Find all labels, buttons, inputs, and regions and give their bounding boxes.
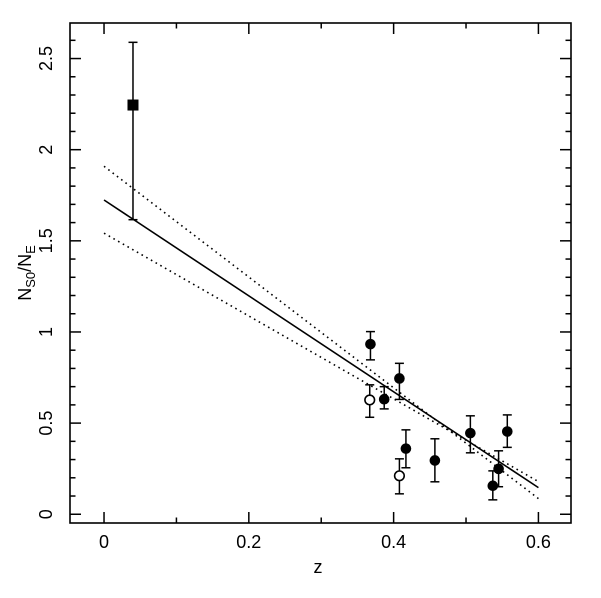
data-point-filled-circle [493, 463, 504, 475]
data-point-open-circle [364, 394, 376, 406]
y-axis-label-part: N [15, 288, 35, 301]
y-axis-label-subscript: E [23, 245, 38, 254]
data-point-filled-circle [378, 393, 390, 405]
data-point-filled-circle [394, 373, 405, 384]
y-tick-label: 2.5 [36, 46, 56, 71]
data-point-open-circle [393, 470, 406, 482]
data-point-filled-circle [429, 455, 441, 466]
upper-intercept-uncertainty-line [103, 165, 539, 500]
best-fit-line [103, 199, 539, 489]
y-axis-label-subscript: S0 [23, 272, 38, 288]
data-point-filled-circle [400, 443, 412, 454]
y-tick-label: 2 [36, 145, 56, 155]
x-tick-label: 0 [99, 532, 109, 552]
data-point-square [127, 99, 139, 111]
data-point-filled-circle [487, 480, 499, 492]
data-point-filled-circle [501, 426, 513, 437]
y-tick-label: 1.5 [36, 228, 56, 253]
x-tick-label: 0.2 [236, 532, 261, 552]
y-tick-label: 0 [36, 509, 56, 519]
y-axis-label: NS0/NE [15, 245, 38, 301]
y-axis-label-part: /N [15, 254, 35, 272]
x-axis-label: z [314, 557, 323, 577]
plot-area: 0 0.2 0.4 0.6 0 0.5 1 1.5 2 2.5 [36, 22, 572, 552]
y-tick-label: 1 [36, 327, 56, 337]
x-tick-label: 0.4 [381, 532, 406, 552]
x-tick-label: 0.6 [526, 532, 551, 552]
data-point-filled-circle [365, 338, 376, 350]
plot-frame [69, 22, 572, 524]
lower-intercept-uncertainty-line [103, 232, 539, 483]
data-point-filled-circle [465, 427, 476, 439]
y-tick-label: 0.5 [36, 411, 56, 436]
